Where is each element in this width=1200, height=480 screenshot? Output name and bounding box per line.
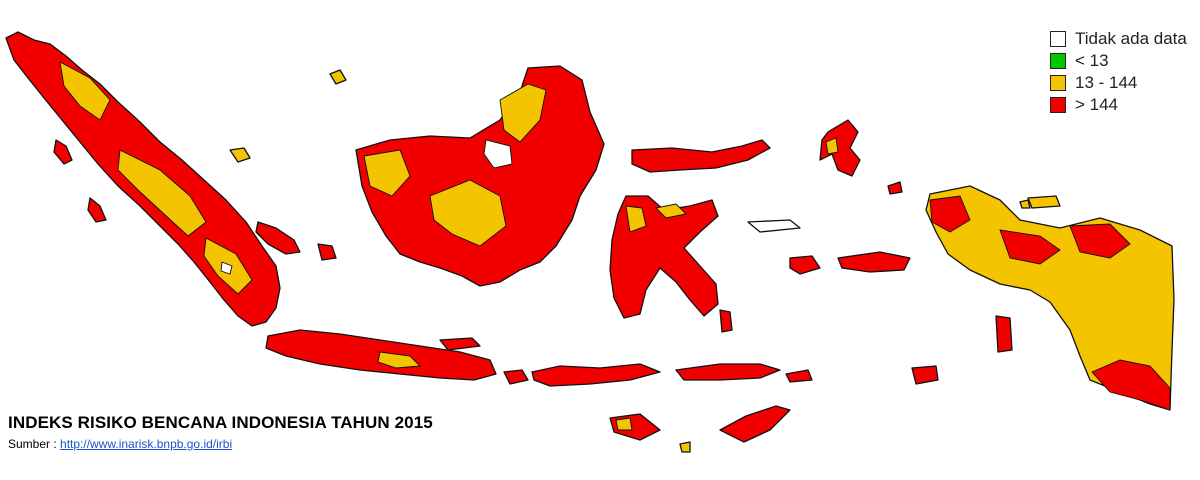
timor-island: [719, 405, 791, 443]
java-medium-risk: [377, 351, 422, 369]
mentawai-island: [87, 197, 107, 223]
flores-island: [675, 363, 781, 381]
legend-label: 13 - 144: [1075, 73, 1138, 92]
small-island-3: [1019, 199, 1031, 209]
sumatra-medium-risk-2: [117, 149, 207, 237]
belitung-island: [317, 243, 337, 261]
region-kalimantan: [355, 65, 605, 287]
riau-islands: [229, 147, 251, 163]
papua-high-risk-2: [999, 229, 1061, 265]
papua-high-risk-4: [1091, 359, 1171, 411]
legend-label: Tidak ada data: [1075, 29, 1187, 48]
halmahera-island: [819, 119, 861, 177]
halmahera-medium-risk: [825, 137, 839, 155]
sulawesi-medium-risk: [625, 205, 647, 233]
bangka-island: [255, 221, 301, 255]
legend-item: < 13: [1050, 50, 1200, 72]
source-label: Sumber :: [8, 437, 61, 451]
sulawesi-north-arm: [631, 139, 771, 173]
nias-island: [53, 139, 73, 165]
map-caption: INDEKS RISIKO BENCANA INDONESIA TAHUN 20…: [8, 413, 608, 451]
biak-island: [1027, 195, 1061, 209]
legend-label: < 13: [1075, 51, 1109, 70]
sumatra-nodata: [220, 261, 233, 275]
sula-island: [747, 219, 801, 233]
region-papua: [925, 185, 1175, 411]
kei-island: [995, 315, 1013, 353]
alor-island: [785, 369, 813, 383]
sumba-medium-risk: [615, 417, 633, 431]
natuna-island: [329, 69, 347, 85]
papua-high-risk-3: [1069, 223, 1131, 259]
papua-high-risk-1: [929, 195, 971, 233]
legend-item: 13 - 144: [1050, 72, 1200, 94]
buton-island: [719, 309, 733, 333]
legend-swatch: [1050, 75, 1066, 91]
sulawesi-medium-risk-2: [655, 203, 687, 219]
region-sulawesi: [609, 139, 771, 333]
legend-swatch: [1050, 53, 1066, 69]
kalimantan-nodata: [483, 139, 513, 169]
region-java: [265, 329, 529, 385]
small-island-2: [887, 181, 903, 195]
map-source: Sumber : http://www.inarisk.bnpb.go.id/i…: [8, 437, 608, 451]
region-nusa-tenggara: [531, 363, 939, 443]
kalimantan-medium-risk-2: [363, 149, 411, 197]
map-legend: Tidak ada data < 13 13 - 144 > 144: [1050, 28, 1200, 116]
legend-item: > 144: [1050, 94, 1200, 116]
buru-island: [789, 255, 821, 275]
madura-island: [439, 337, 481, 351]
small-island-1: [679, 441, 691, 453]
lombok-sumbawa: [531, 363, 661, 387]
bali-island: [503, 369, 529, 385]
region-sumatra: [5, 31, 337, 327]
legend-item: Tidak ada data: [1050, 28, 1200, 50]
source-link[interactable]: http://www.inarisk.bnpb.go.id/irbi: [60, 437, 233, 451]
region-maluku: [747, 119, 1013, 353]
sumatra-medium-risk-1: [59, 61, 111, 121]
wetar-island: [911, 365, 939, 385]
small-islands: [329, 69, 1031, 453]
legend-swatch: [1050, 31, 1066, 47]
legend-swatch: [1050, 97, 1066, 113]
kalimantan-medium-risk-3: [429, 179, 507, 247]
kalimantan-medium-risk-1: [499, 83, 547, 143]
seram-island: [837, 251, 911, 273]
legend-label: > 144: [1075, 95, 1119, 114]
map-title: INDEKS RISIKO BENCANA INDONESIA TAHUN 20…: [8, 413, 433, 432]
